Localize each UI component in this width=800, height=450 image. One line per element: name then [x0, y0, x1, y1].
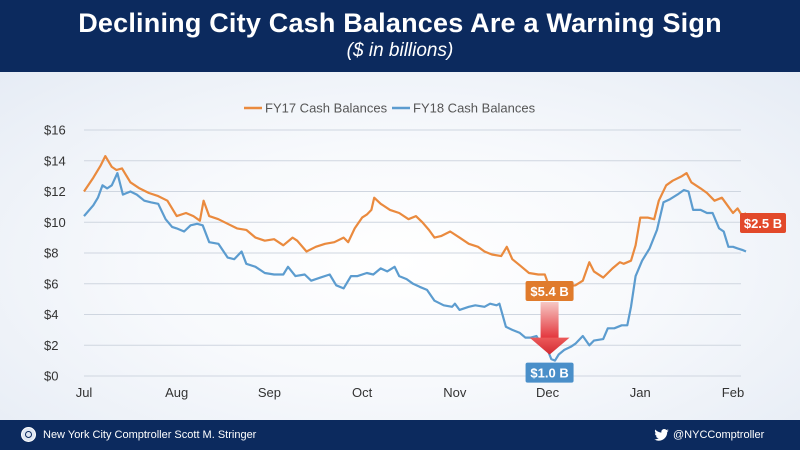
- y-tick-label: $10: [44, 215, 66, 230]
- y-tick-label: $0: [44, 369, 58, 384]
- series-line: [83, 172, 747, 362]
- x-tick-label: Feb: [722, 385, 744, 400]
- y-tick-label: $14: [44, 153, 66, 168]
- series-lines: [83, 155, 747, 362]
- line-chart: $0 $2 $4 $6 $8 $10 $12 $14 $16 Jul Aug Sep Oct Nov De…: [44, 101, 786, 400]
- gridlines: [84, 129, 741, 377]
- fy18-low-label-box: [525, 362, 574, 383]
- fy17-low-label-box: [525, 280, 574, 301]
- header-banner: Declining City Cash Balances Are a Warni…: [0, 0, 800, 72]
- y-tick-label: $2: [44, 338, 58, 353]
- footer-banner: New York City Comptroller Scott M. Strin…: [0, 420, 800, 450]
- y-tick-label: $4: [44, 307, 58, 322]
- legend-label: FY18 Cash Balances: [413, 101, 536, 116]
- legend-label: FY17 Cash Balances: [265, 101, 388, 116]
- y-tick-label: $8: [44, 246, 58, 261]
- footer-org-name: New York City Comptroller Scott M. Strin…: [43, 429, 257, 441]
- y-tick-label: $12: [44, 184, 66, 199]
- legend: FY17 Cash Balances FY18 Cash Balances: [244, 101, 536, 116]
- series-line: [83, 155, 747, 295]
- y-tick-label: $6: [44, 276, 58, 291]
- page-subtitle: ($ in billions): [346, 40, 454, 61]
- y-axis: $0 $2 $4 $6 $8 $10 $12 $14 $16: [44, 123, 66, 384]
- city-seal-icon: [21, 427, 36, 442]
- x-tick-label: Sep: [258, 385, 281, 400]
- page-title: Declining City Cash Balances Are a Warni…: [78, 8, 722, 38]
- x-tick-label: Oct: [352, 385, 373, 400]
- y-tick-label: $16: [44, 123, 66, 138]
- end-value-label-box: [740, 213, 786, 234]
- end-value-label: $2.5 B: [744, 216, 782, 231]
- annotations: $5.4 B $1.0 B $2.5 B: [525, 213, 786, 383]
- x-axis: Jul Aug Sep Oct Nov Dec Jan Feb: [76, 385, 745, 400]
- decline-arrow-head: [529, 337, 570, 355]
- x-tick-label: Aug: [165, 385, 188, 400]
- fy18-low-label: $1.0 B: [530, 366, 568, 381]
- x-tick-label: Jul: [76, 385, 93, 400]
- fy17-low-label: $5.4 B: [530, 284, 568, 299]
- x-tick-label: Jan: [630, 385, 651, 400]
- decline-arrow-shaft: [540, 301, 559, 339]
- x-tick-label: Dec: [536, 385, 560, 400]
- x-tick-label: Nov: [443, 385, 467, 400]
- twitter-icon: [654, 429, 669, 441]
- footer-twitter-handle: @NYCComptroller: [673, 429, 765, 441]
